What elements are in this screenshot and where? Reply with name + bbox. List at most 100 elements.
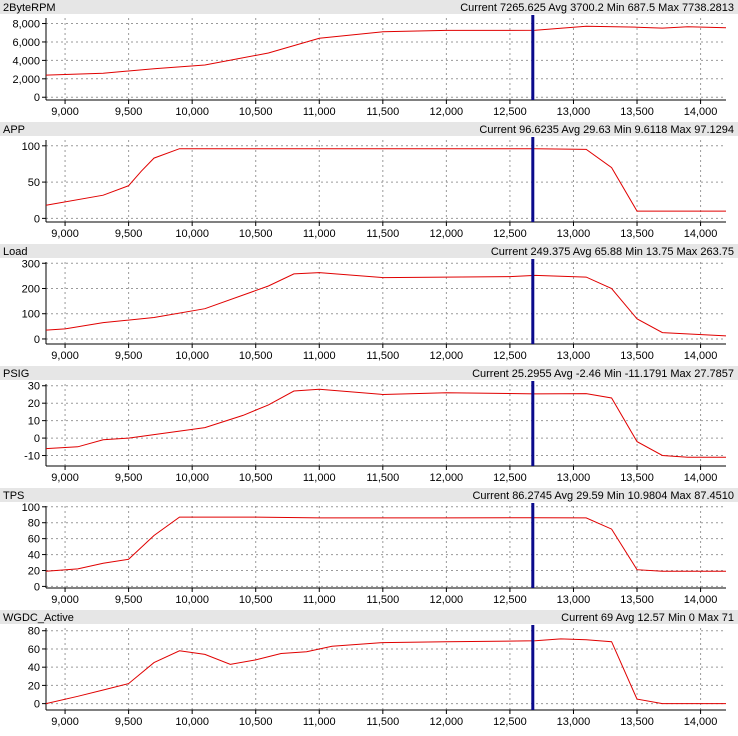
- y-tick-label: 10: [28, 416, 40, 428]
- y-tick-label: 0: [34, 581, 40, 593]
- x-tick-label: 10,500: [239, 228, 273, 240]
- panel-title: TPS: [3, 490, 24, 502]
- x-tick-label: 14,000: [684, 472, 718, 484]
- x-tick-label: 13,500: [620, 472, 654, 484]
- x-tick-label: 12,000: [430, 716, 464, 728]
- series-line: [45, 388, 726, 458]
- x-tick-label: 9,500: [115, 106, 143, 118]
- x-tick-label: 9,000: [51, 472, 79, 484]
- y-tick-label: 80: [28, 518, 40, 530]
- panel-stats: Current 7265.625 Avg 3700.2 Min 687.5 Ma…: [460, 2, 734, 14]
- panel-header: [0, 366, 738, 380]
- x-tick-label: 14,000: [684, 716, 718, 728]
- x-tick-label: 12,000: [430, 472, 464, 484]
- x-tick-label: 13,500: [620, 106, 654, 118]
- y-tick-label: 200: [22, 283, 40, 295]
- chart-panel-psig: PSIG Current 25.2955 Avg -2.46 Min -11.17…: [0, 366, 738, 484]
- y-tick-label: 0: [34, 213, 40, 225]
- plot-area: [46, 628, 726, 710]
- x-tick-label: 11,500: [366, 106, 399, 118]
- y-tick-label: 300: [22, 258, 40, 270]
- x-tick-label: 12,500: [493, 472, 527, 484]
- y-tick-label: 60: [28, 644, 40, 656]
- panel-title: PSIG: [3, 368, 29, 380]
- y-tick-label: 0: [34, 699, 40, 711]
- x-tick-label: 12,500: [493, 106, 527, 118]
- x-tick-label: 9,500: [115, 716, 143, 728]
- panel-stats: Current 96.6235 Avg 29.63 Min 9.6118 Max…: [479, 124, 734, 136]
- y-tick-label: 20: [28, 565, 40, 577]
- plot-area: [46, 262, 726, 344]
- y-tick-label: 50: [28, 177, 40, 189]
- y-tick-label: 30: [28, 381, 40, 393]
- panel-header: [0, 0, 738, 14]
- panel-title: 2ByteRPM: [3, 2, 56, 14]
- x-tick-label: 12,500: [493, 716, 527, 728]
- x-tick-label: 10,500: [239, 472, 273, 484]
- x-tick-label: 11,000: [303, 228, 336, 240]
- x-tick-label: 10,500: [239, 350, 273, 362]
- x-tick-label: 11,500: [366, 472, 399, 484]
- panel-stats: Current 69 Avg 12.57 Min 0 Max 71: [561, 612, 734, 624]
- plot-area: [46, 506, 726, 588]
- x-tick-label: 11,000: [303, 350, 336, 362]
- x-tick-label: 10,000: [175, 472, 209, 484]
- x-tick-label: 13,000: [557, 106, 591, 118]
- plot-area: [46, 140, 726, 222]
- chart-panel-load: Load Current 249.375 Avg 65.88 Min 13.75 …: [0, 244, 738, 362]
- x-tick-label: 9,000: [51, 350, 79, 362]
- x-tick-label: 12,000: [430, 350, 464, 362]
- x-tick-label: 9,500: [115, 594, 143, 606]
- x-tick-label: 11,500: [366, 228, 399, 240]
- y-tick-label: 100: [22, 502, 40, 514]
- y-tick-label: 40: [28, 662, 40, 674]
- plot-area: [46, 18, 726, 100]
- panel-title: WGDC_Active: [3, 612, 74, 624]
- y-tick-label: 0: [34, 334, 40, 346]
- plot-area: [46, 384, 726, 466]
- x-tick-label: 12,000: [430, 106, 464, 118]
- x-tick-label: 11,000: [303, 716, 336, 728]
- x-tick-label: 14,000: [684, 594, 718, 606]
- x-tick-label: 9,500: [115, 472, 143, 484]
- x-tick-label: 10,000: [175, 716, 209, 728]
- panel-header: [0, 244, 738, 258]
- x-tick-label: 13,500: [620, 350, 654, 362]
- y-tick-label: 100: [22, 141, 40, 153]
- series-line: [45, 25, 727, 76]
- x-tick-label: 10,000: [175, 106, 209, 118]
- x-tick-label: 14,000: [684, 106, 718, 118]
- x-tick-label: 11,000: [303, 472, 336, 484]
- panel-stats: Current 249.375 Avg 65.88 Min 13.75 Max …: [491, 246, 734, 258]
- y-tick-label: 20: [28, 398, 40, 410]
- x-tick-label: 10,000: [175, 594, 209, 606]
- x-tick-label: 9,000: [51, 228, 79, 240]
- x-tick-label: 10,500: [239, 106, 273, 118]
- x-tick-label: 13,000: [557, 716, 591, 728]
- x-tick-label: 12,000: [430, 228, 464, 240]
- x-tick-label: 12,500: [493, 350, 527, 362]
- panel-stats: Current 86.2745 Avg 29.59 Min 10.9804 Ma…: [472, 490, 734, 502]
- x-tick-label: 10,000: [175, 350, 209, 362]
- x-tick-label: 11,000: [303, 594, 336, 606]
- x-tick-label: 11,500: [366, 350, 399, 362]
- x-tick-label: 13,500: [620, 594, 654, 606]
- x-tick-label: 12,500: [493, 594, 527, 606]
- x-tick-label: 13,000: [557, 594, 591, 606]
- y-tick-label: 100: [22, 309, 40, 321]
- y-tick-label: 60: [28, 534, 40, 546]
- y-tick-label: 6,000: [12, 37, 40, 49]
- x-tick-label: 14,000: [684, 350, 718, 362]
- y-tick-label: 0: [34, 92, 40, 104]
- series-line: [45, 516, 726, 572]
- x-tick-label: 10,000: [175, 228, 209, 240]
- x-tick-label: 13,000: [557, 228, 591, 240]
- x-tick-label: 10,500: [239, 594, 273, 606]
- chart-panel-wgdc-active: WGDC_Active Current 69 Avg 12.57 Min 0 Ma…: [0, 610, 738, 728]
- series-line: [45, 638, 726, 705]
- y-tick-label: 40: [28, 550, 40, 562]
- chart-panel-tps: TPS Current 86.2745 Avg 29.59 Min 10.9804…: [0, 488, 738, 606]
- x-tick-label: 9,500: [115, 228, 143, 240]
